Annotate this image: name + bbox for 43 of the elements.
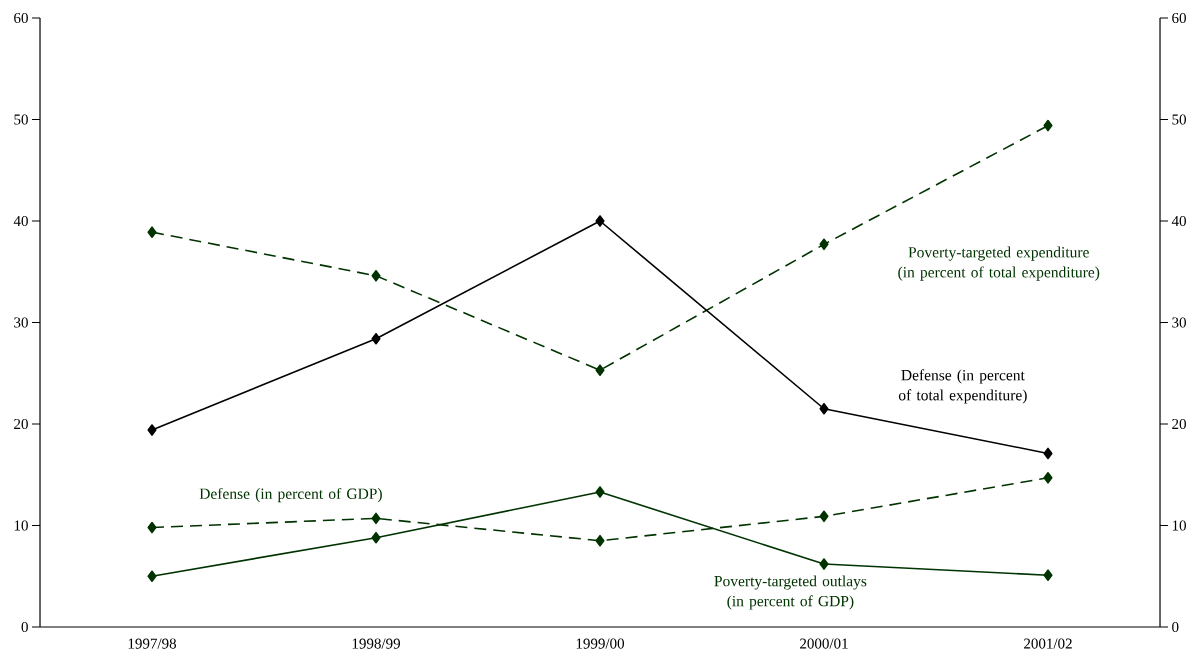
point <box>147 424 157 436</box>
y2-tick-label: 20 <box>1172 418 1186 430</box>
point <box>1043 119 1053 132</box>
text: Poverty-targeted expenditure (in percent of total expenditure) <box>898 246 1100 281</box>
y2-tick-label: 30 <box>1172 317 1186 328</box>
y-tick-label: 60 <box>14 12 28 24</box>
x-tick-label: 1999/00 <box>576 638 625 649</box>
y-tick-label: 50 <box>14 114 28 125</box>
series-label: Defense (in percent of GDP) <box>199 487 382 503</box>
point <box>1043 447 1053 460</box>
y-tick-label: 30 <box>14 317 28 328</box>
y-tick-label: 10 <box>14 520 28 531</box>
point <box>819 510 829 523</box>
point <box>819 238 829 251</box>
point <box>819 402 829 415</box>
y-tick-label: 40 <box>13 215 28 227</box>
series-label: Poverty-targeted outlays (in percent of GDP) <box>714 575 867 610</box>
point <box>371 531 381 544</box>
point <box>147 226 157 238</box>
y2-tick-label: 0 <box>1172 621 1179 633</box>
y2-tick-label: 50 <box>1172 114 1186 125</box>
y-tick-label: 20 <box>14 418 28 430</box>
y-tick-label: 0 <box>21 621 28 633</box>
point <box>1043 569 1053 582</box>
point <box>819 558 829 570</box>
point <box>595 364 605 376</box>
y2-tick-label: 10 <box>1172 520 1186 531</box>
x-tick-label: 1997/98 <box>128 638 177 649</box>
point <box>1043 471 1053 484</box>
point <box>371 270 381 282</box>
x-tick-label: 2000/01 <box>800 638 848 649</box>
point <box>371 512 381 525</box>
x-tick-label: 1998/99 <box>352 638 400 649</box>
point <box>371 332 381 345</box>
point <box>595 486 605 498</box>
point <box>595 215 605 227</box>
point <box>595 534 605 547</box>
series-label: Defense (in percent of total expenditure) <box>898 369 1027 404</box>
y2-tick-label: 60 <box>1172 12 1186 24</box>
y2-tick-label: 40 <box>1171 215 1186 227</box>
x-tick-label: 2001/02 <box>1024 638 1072 649</box>
point <box>147 521 157 534</box>
point <box>147 570 157 583</box>
